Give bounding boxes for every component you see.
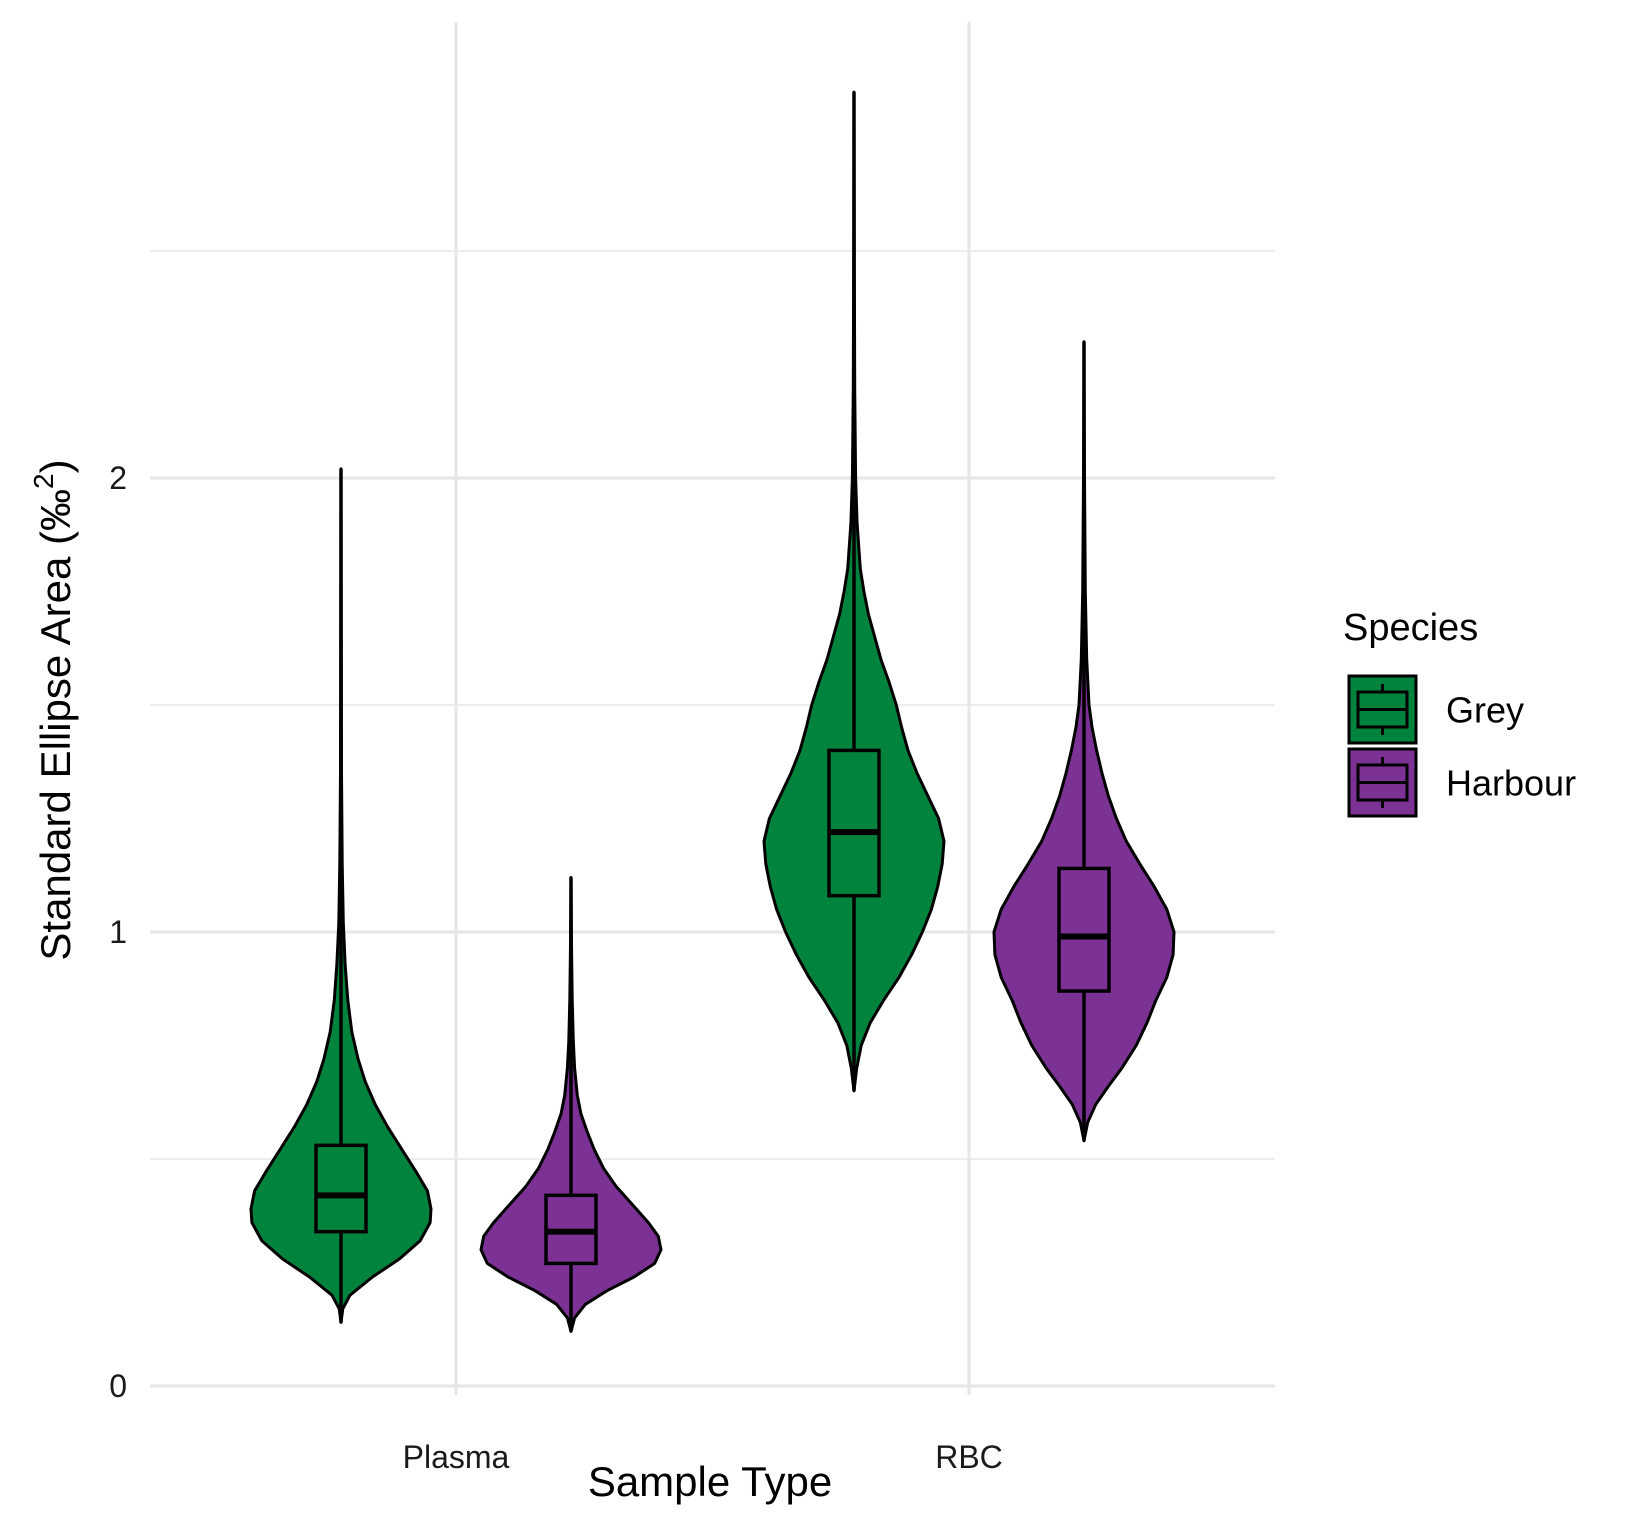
y-tick-label: 2 [109,460,127,496]
y-tick-label: 1 [109,914,127,950]
box-iqr [1057,866,1111,993]
y-axis-title-superscript: 2 [28,473,59,489]
violin-harbour-rbc [992,340,1176,1143]
y-axis-title-close: ) [32,459,79,473]
y-axis-title: Standard Ellipse Area (‰2) [28,459,79,960]
violin-grey-rbc [762,90,946,1093]
legend-label: Harbour [1446,763,1576,804]
violin-harbour-plasma [479,876,663,1333]
x-tick-label: RBC [935,1439,1003,1475]
violin-grey-plasma [249,467,433,1324]
y-axis-title-main: Standard Ellipse Area (‰ [32,489,79,961]
legend-title: Species [1343,607,1478,649]
legend-item-grey: Grey [1347,674,1524,745]
legend: Species Grey Harbour [1343,607,1576,818]
violins [249,90,1176,1333]
x-tick-labels: Plasma RBC [403,1439,1003,1475]
x-axis-title: Sample Type [588,1458,832,1505]
box-iqr [827,748,881,898]
x-tick-label: Plasma [403,1439,510,1475]
y-tick-labels: 0 1 2 [109,460,127,1404]
legend-label: Grey [1446,690,1524,731]
legend-items: Grey Harbour [1347,674,1576,818]
y-tick-label: 0 [109,1368,127,1404]
box-iqr [314,1143,368,1234]
legend-item-harbour: Harbour [1347,747,1576,818]
